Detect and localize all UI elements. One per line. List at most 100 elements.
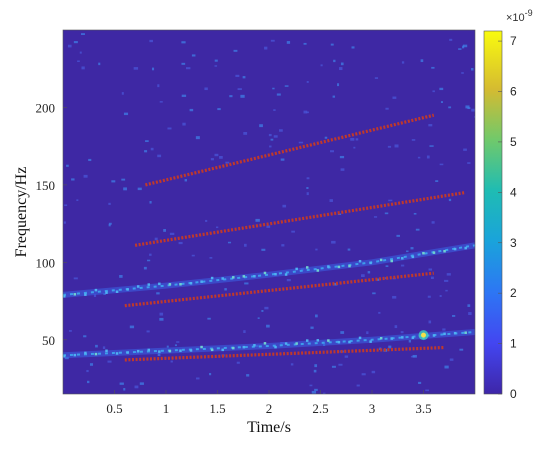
noise-speckle	[108, 202, 111, 205]
noise-speckle	[284, 85, 289, 87]
ridge-speckle	[295, 267, 298, 271]
noise-speckle	[361, 373, 366, 376]
noise-speckle	[459, 348, 464, 351]
noise-speckle	[374, 77, 379, 79]
noise-speckle	[181, 94, 187, 97]
ridge-speckle	[390, 337, 393, 340]
noise-speckle	[170, 360, 173, 363]
noise-speckle	[463, 148, 467, 151]
noise-speckle	[306, 177, 310, 180]
noise-speckle	[123, 388, 126, 391]
ridge-speckle	[189, 349, 193, 352]
noise-speckle	[286, 41, 291, 44]
noise-speckle	[310, 326, 314, 329]
noise-speckle	[281, 244, 285, 247]
noise-speckle	[77, 60, 80, 63]
noise-speckle	[151, 67, 155, 71]
colorbar-axis: 0 1 2 3 4 5 6 7	[498, 34, 517, 401]
ridge-speckle	[369, 261, 372, 265]
noise-speckle	[146, 330, 150, 333]
noise-speckle	[461, 72, 464, 74]
ridge-speckle	[63, 295, 66, 298]
noise-speckle	[279, 129, 283, 132]
ridge-speckle	[305, 266, 309, 269]
noise-speckle	[396, 234, 400, 237]
noise-speckle	[330, 150, 335, 153]
noise-speckle	[163, 229, 166, 232]
noise-speckle	[306, 187, 309, 189]
noise-speckle	[431, 221, 435, 224]
noise-speckle	[452, 315, 456, 317]
ridge-speckle	[327, 265, 330, 268]
noise-speckle	[315, 248, 318, 251]
noise-speckle	[417, 156, 421, 159]
noise-speckle	[428, 268, 433, 271]
noise-speckle	[73, 277, 78, 280]
ridge-speckle	[316, 339, 320, 342]
ridge-speckle	[200, 345, 203, 349]
noise-speckle	[406, 250, 409, 253]
ridge-speckle	[379, 336, 383, 340]
ridge-speckle	[453, 247, 457, 251]
noise-speckle	[169, 232, 175, 235]
ridge-speckle	[443, 332, 446, 336]
noise-speckle	[367, 271, 371, 274]
noise-speckle	[224, 288, 227, 291]
ridge-speckle	[232, 346, 235, 350]
ridge-speckle	[316, 269, 320, 272]
ridge-speckle	[84, 351, 87, 355]
ridge-speckle	[73, 353, 77, 357]
noise-speckle	[387, 145, 392, 148]
ridge-speckle	[179, 283, 182, 286]
noise-speckle	[87, 380, 90, 384]
noise-speckle	[259, 124, 263, 128]
ridge-speckle	[105, 291, 108, 294]
noise-speckle	[64, 204, 68, 207]
noise-speckle	[195, 136, 200, 140]
noise-speckle	[93, 294, 97, 298]
ridge-speckle	[221, 277, 224, 280]
noise-speckle	[303, 110, 308, 114]
x-tick-label: 0.5	[106, 401, 122, 416]
ridge-speckle	[242, 345, 246, 349]
noise-speckle	[337, 83, 340, 87]
noise-speckle	[333, 59, 336, 63]
x-axis-label: Time/s	[247, 419, 291, 436]
y-axis-label: Frequency/Hz	[13, 167, 30, 258]
ridge-speckle	[147, 348, 151, 352]
noise-speckle	[81, 66, 85, 70]
ridge-speckle	[253, 275, 256, 278]
noise-speckle	[330, 43, 334, 46]
noise-speckle	[227, 241, 232, 244]
noise-speckle	[290, 363, 294, 366]
ridge-speckle	[401, 336, 404, 339]
noise-speckle	[167, 127, 172, 130]
noise-speckle	[340, 331, 345, 334]
noise-speckle	[332, 95, 336, 98]
noise-speckle	[314, 388, 318, 391]
ridge-speckle	[284, 342, 288, 345]
noise-speckle	[209, 372, 212, 376]
ridge-speckle	[390, 259, 393, 263]
noise-speckle	[291, 230, 295, 233]
noise-speckle	[157, 154, 162, 158]
ridge-speckle	[158, 350, 161, 353]
ridge-speckle	[358, 336, 362, 340]
noise-speckle	[388, 345, 392, 349]
noise-speckle	[235, 74, 240, 77]
ridge-speckle	[411, 336, 415, 339]
noise-speckle	[149, 253, 152, 256]
noise-speckle	[385, 265, 389, 267]
ridge-speckle	[94, 352, 98, 356]
noise-speckle	[324, 136, 328, 139]
ridge-speckle	[263, 271, 267, 275]
noise-speckle	[181, 41, 186, 44]
spectrogram-noise	[63, 33, 475, 394]
noise-speckle	[108, 222, 112, 225]
ridge-speckle	[94, 288, 98, 292]
noise-speckle	[413, 212, 417, 215]
fitted-lines	[124, 113, 465, 362]
noise-speckle	[209, 256, 213, 259]
noise-speckle	[467, 304, 471, 307]
noise-speckle	[205, 219, 208, 222]
